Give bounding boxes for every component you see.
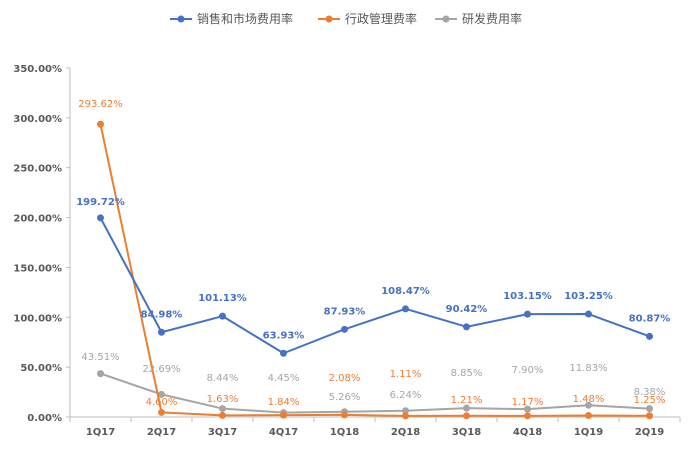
series-0 [97, 214, 653, 357]
series-line [99, 217, 650, 355]
x-tick-label: 2Q19 [635, 427, 664, 438]
legend: 销售和市场费用率 行政管理费率 研发费用率 [170, 11, 522, 26]
x-tick-label: 1Q18 [330, 427, 359, 438]
series-line [99, 124, 650, 417]
x-tick-label: 2Q18 [391, 427, 420, 438]
data-labels: 199.72% 84.98% 101.13% 63.93% 87.93% 108.47% 9… [76, 99, 670, 408]
data-label: 1.84% [268, 397, 300, 408]
data-label: 4.60% [146, 397, 178, 408]
data-label: 90.42% [446, 304, 488, 315]
x-tick-label: 3Q17 [208, 427, 237, 438]
data-label: 103.15% [503, 291, 552, 302]
data-point [97, 370, 104, 378]
y-tick-label: 0.00% [27, 413, 62, 424]
data-point [97, 214, 104, 222]
data-point [158, 408, 165, 416]
legend-swatch-marker [325, 15, 333, 23]
data-point [524, 405, 531, 413]
data-point [646, 412, 653, 420]
data-point [463, 404, 470, 412]
data-label: 1.21% [451, 395, 483, 406]
data-label: 199.72% [76, 197, 125, 208]
y-tick-label: 50.00% [20, 363, 62, 374]
y-tick-label: 350.00% [13, 64, 62, 75]
data-label: 1.17% [512, 397, 544, 408]
x-axis: 1Q17 2Q17 3Q17 4Q17 1Q18 2Q18 3Q18 4Q18 1Q19 2Q19 [69, 416, 681, 438]
data-point [341, 411, 348, 419]
series-2 [97, 370, 653, 417]
x-tick-label: 3Q18 [452, 427, 481, 438]
y-tick-label: 100.00% [13, 313, 62, 324]
data-point [219, 312, 226, 320]
y-tick-label: 250.00% [13, 164, 62, 175]
data-point [341, 325, 348, 333]
data-label: 7.90% [512, 365, 544, 376]
y-tick-label: 300.00% [13, 114, 62, 125]
data-point [463, 412, 470, 420]
data-label: 1.63% [207, 394, 239, 405]
x-tick-label: 1Q17 [86, 427, 115, 438]
data-label: 4.45% [268, 373, 300, 384]
data-label: 1.11% [390, 369, 422, 380]
data-label: 293.62% [78, 99, 123, 110]
data-label: 63.93% [263, 330, 305, 341]
data-point [97, 120, 104, 128]
data-point [646, 405, 653, 413]
data-label: 11.83% [569, 363, 607, 374]
data-label: 103.25% [564, 291, 613, 302]
data-point [158, 328, 165, 336]
data-label: 8.85% [451, 368, 483, 379]
legend-swatch-marker [442, 15, 450, 23]
data-label: 1.48% [573, 394, 605, 405]
x-tick-label: 2Q17 [147, 427, 176, 438]
data-label: 8.44% [207, 373, 239, 384]
data-label: 22.69% [142, 364, 180, 375]
legend-label: 行政管理费率 [345, 11, 417, 26]
x-tick-label: 4Q17 [269, 427, 298, 438]
data-point [158, 390, 165, 398]
data-label: 43.51% [81, 352, 119, 363]
data-point [402, 412, 409, 420]
data-label: 87.93% [324, 306, 366, 317]
data-label: 2.08% [329, 373, 361, 384]
data-point [402, 305, 409, 313]
data-point [280, 411, 287, 419]
data-point [402, 407, 409, 415]
legend-swatch-marker [177, 15, 185, 23]
data-point [463, 323, 470, 331]
series-1 [97, 120, 653, 420]
data-label: 8.38% [634, 387, 666, 398]
y-axis: 0.00% 50.00% 100.00% 150.00% 200.00% 250.00% 3… [13, 64, 71, 424]
data-label: 101.13% [198, 293, 247, 304]
legend-label: 销售和市场费用率 [197, 11, 293, 26]
data-point [585, 401, 592, 409]
data-point [585, 412, 592, 420]
data-point [280, 349, 287, 357]
data-label: 80.87% [629, 313, 671, 324]
data-label: 5.26% [329, 392, 361, 403]
data-label: 1.25% [634, 395, 666, 406]
x-tick-label: 1Q19 [574, 427, 603, 438]
series-line [100, 372, 650, 414]
y-tick-label: 200.00% [13, 214, 62, 225]
series-layer [97, 120, 653, 420]
data-point [524, 310, 531, 318]
data-point [219, 405, 226, 413]
data-label: 84.98% [141, 309, 183, 320]
data-label: 6.24% [390, 390, 422, 401]
data-point [219, 411, 226, 419]
data-point [524, 412, 531, 420]
data-label: 108.47% [381, 286, 430, 297]
data-point [585, 310, 592, 318]
data-point [646, 332, 653, 340]
x-tick-label: 4Q18 [513, 427, 542, 438]
legend-label: 研发费用率 [462, 11, 522, 26]
y-tick-label: 150.00% [13, 263, 62, 274]
